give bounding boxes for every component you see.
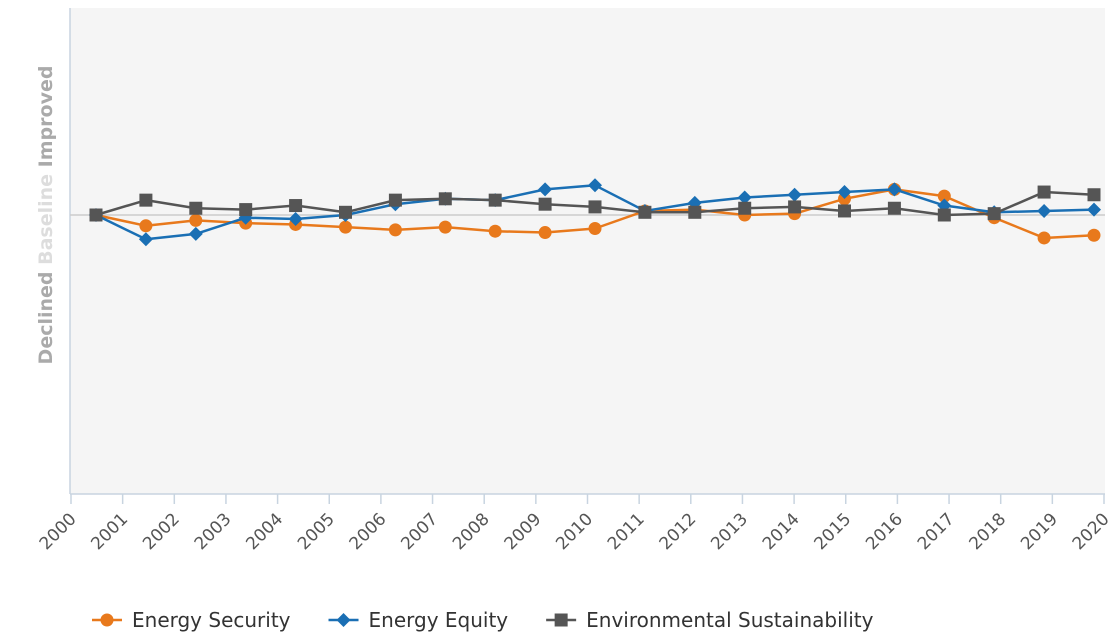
data-point-energy-equity — [188, 226, 203, 241]
x-tick-label: 2019 — [1017, 509, 1062, 554]
data-point-energy-security — [937, 189, 951, 203]
data-point-energy-security — [438, 220, 452, 234]
legend-label: Environmental Sustainability — [586, 608, 873, 632]
data-point-environmental-sustainability — [388, 193, 402, 207]
data-point-environmental-sustainability — [488, 193, 502, 207]
data-point-environmental-sustainability — [688, 205, 702, 219]
y-label-declined: Declined — [35, 271, 57, 364]
x-tick-label: 2018 — [966, 509, 1011, 554]
data-point-environmental-sustainability — [89, 208, 103, 222]
data-point-energy-equity — [538, 182, 553, 197]
legend-marker — [554, 613, 568, 627]
x-tick-label: 2010 — [552, 509, 597, 554]
x-tick-label: 2016 — [862, 509, 907, 554]
data-point-environmental-sustainability — [438, 192, 452, 206]
data-point-energy-equity — [837, 185, 852, 200]
x-tick-label: 2013 — [707, 509, 752, 554]
data-point-energy-security — [139, 219, 153, 233]
data-point-environmental-sustainability — [937, 208, 951, 222]
data-point-environmental-sustainability — [538, 197, 552, 211]
data-point-energy-security — [488, 224, 502, 238]
x-tick-label: 2003 — [191, 509, 236, 554]
x-tick-label: 2011 — [604, 509, 649, 554]
data-point-environmental-sustainability — [838, 204, 851, 218]
data-point-energy-equity — [887, 182, 902, 197]
data-point-energy-equity — [1037, 203, 1052, 218]
legend-item-environmental-sustainability[interactable]: Environmental Sustainability — [546, 608, 874, 632]
data-point-environmental-sustainability — [139, 193, 153, 207]
data-point-environmental-sustainability — [788, 200, 802, 214]
data-point-environmental-sustainability — [588, 200, 602, 214]
data-point-energy-security — [1037, 231, 1051, 245]
x-tick-label: 2006 — [346, 509, 391, 554]
data-point-energy-equity — [288, 212, 303, 227]
data-point-energy-equity — [737, 190, 752, 205]
data-point-environmental-sustainability — [1037, 185, 1051, 199]
series-environmental-sustainability — [89, 185, 1101, 222]
x-tick-label: 2009 — [501, 509, 546, 554]
x-tick-label: 2001 — [87, 509, 132, 554]
legend-label: Energy Security — [132, 608, 291, 632]
legend: Energy Security Energy Equity Environmenta… — [92, 608, 874, 632]
data-point-environmental-sustainability — [887, 201, 901, 215]
x-tick-label: 2004 — [242, 509, 287, 554]
data-point-energy-security — [388, 223, 402, 237]
data-point-energy-equity — [1087, 202, 1101, 217]
x-tick-label: 2012 — [656, 509, 701, 554]
x-tick-label: 2017 — [914, 509, 959, 554]
data-point-environmental-sustainability — [339, 205, 352, 219]
data-point-energy-equity — [138, 232, 153, 247]
x-tick-label: 2014 — [759, 509, 804, 554]
data-point-energy-equity — [588, 178, 602, 193]
y-axis-label: Declined Baseline Improved — [35, 66, 57, 365]
data-point-environmental-sustainability — [1087, 188, 1101, 202]
legend-item-energy-security[interactable]: Energy Security — [92, 608, 291, 632]
y-label-baseline: Baseline — [35, 167, 57, 271]
legend-label: Energy Equity — [369, 608, 509, 632]
data-point-environmental-sustainability — [289, 199, 303, 213]
x-tick-label: 2015 — [811, 509, 856, 554]
data-point-energy-security — [538, 226, 552, 240]
series-layer — [89, 178, 1101, 247]
data-point-energy-security — [189, 213, 203, 227]
x-tick-label: 2020 — [1069, 509, 1109, 554]
data-point-environmental-sustainability — [638, 205, 652, 219]
data-point-environmental-sustainability — [189, 201, 203, 215]
data-point-environmental-sustainability — [738, 201, 752, 215]
legend-marker — [100, 613, 114, 627]
data-point-energy-security — [339, 220, 352, 234]
x-tick-label: 2005 — [294, 509, 339, 554]
legend-marker — [336, 613, 351, 627]
legend-item-energy-equity[interactable]: Energy Equity — [328, 608, 509, 632]
data-point-environmental-sustainability — [987, 207, 1001, 221]
x-tick-label: 2000 — [36, 509, 81, 554]
data-point-environmental-sustainability — [239, 203, 253, 217]
data-point-energy-equity — [787, 187, 802, 202]
y-label-improved: Improved — [35, 66, 57, 168]
plot-area — [70, 8, 1105, 494]
x-tick-label: 2002 — [139, 509, 184, 554]
x-tick-label: 2007 — [397, 509, 442, 554]
x-tick-label: 2008 — [449, 509, 494, 554]
data-point-energy-security — [588, 222, 602, 235]
data-point-energy-security — [1087, 228, 1101, 242]
